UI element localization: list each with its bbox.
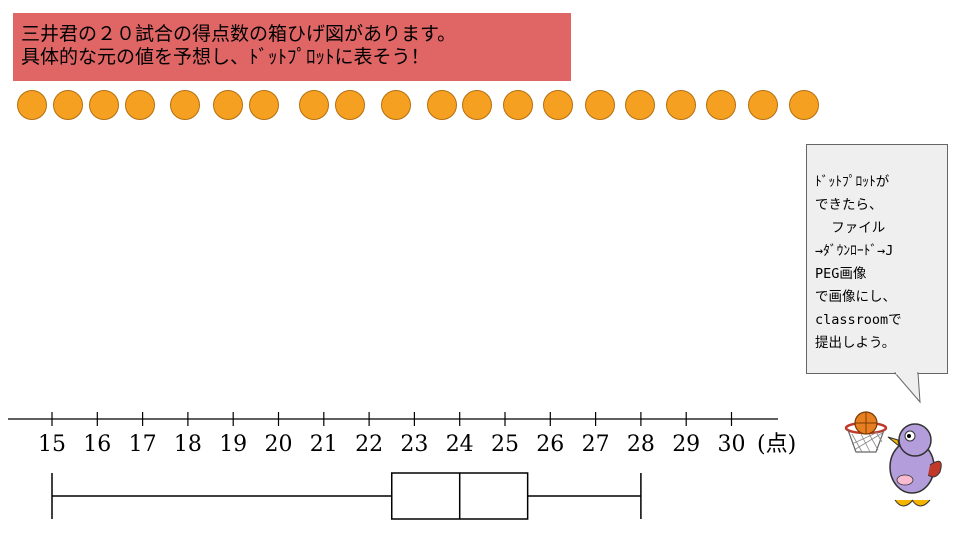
callout-line: ファイル [815,220,886,236]
instruction-line-1: 三井君の２０試合の得点数の箱ひげ図があります。 [21,23,457,45]
axis-tick-label: 20 [265,432,293,457]
axis-tick-label: 23 [400,432,428,457]
axis-tick-label: 29 [672,432,700,457]
axis-tick-label: 16 [83,432,111,457]
axis-ticks: 15 16 17 18 19 20 21 22 23 24 25 26 27 28 29 30 [38,412,746,457]
axis-tick-label: 28 [627,432,655,457]
axis-unit-label: (点) [757,432,796,457]
callout-line: PEG画像 [815,266,867,282]
callout-line: →ﾀﾞｳﾝﾛｰﾄﾞ→J [815,243,894,259]
callout-line: できたら、 [815,197,883,213]
axis-tick-label: 30 [718,432,746,457]
axis-tick-label: 22 [355,432,383,457]
axis-tick-label: 19 [219,432,247,457]
axis-tick-label: 17 [129,432,157,457]
axis-tick-label: 18 [174,432,202,457]
speech-bubble: ﾄﾞｯﾄﾌﾟﾛｯﾄが できたら、 ファイル →ﾀﾞｳﾝﾛｰﾄﾞ→J PEG画像 … [806,144,948,374]
callout-line: ﾄﾞｯﾄﾌﾟﾛｯﾄが [815,174,890,190]
boxplot-group [51,472,642,520]
axis-tick-label: 21 [310,432,338,457]
callout-line: classroomで [815,312,902,328]
axis-tick-label: 25 [491,432,519,457]
callout-line: 提出しよう。 [815,335,896,351]
bird-mascot-icon [844,411,942,507]
callout-line: で画像にし、 [815,289,896,305]
axis-tick-label: 15 [38,432,66,457]
instruction-banner: 三井君の２０試合の得点数の箱ひげ図があります。 具体的な元の値を予想し、ﾄﾞｯﾄ… [13,13,571,81]
axis-tick-label: 27 [582,432,610,457]
instruction-line-2: 具体的な元の値を予想し、ﾄﾞｯﾄﾌﾟﾛｯﾄに表そう！ [21,46,430,68]
axis-tick-label: 24 [446,432,474,457]
axis-tick-label: 26 [536,432,564,457]
